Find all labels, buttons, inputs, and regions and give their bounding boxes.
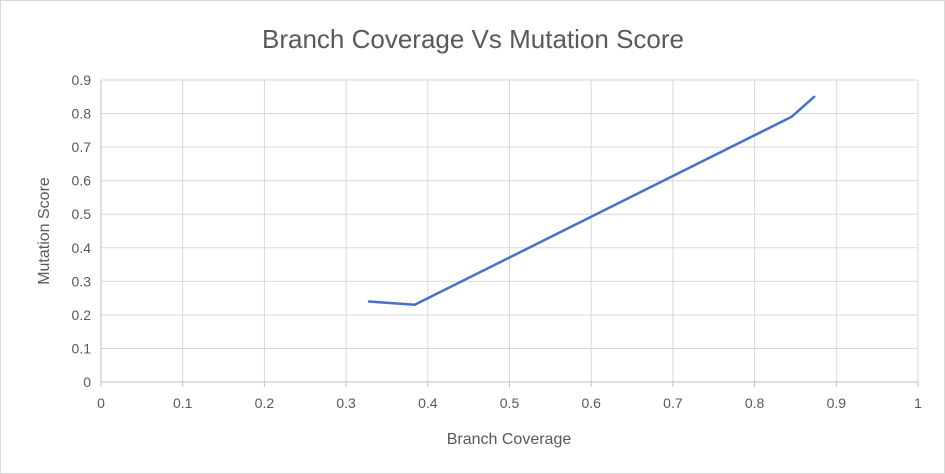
x-tick-label-7: 0.7 <box>663 395 683 411</box>
tick-labels: 0 0.1 0.2 0.3 0.4 0.5 0.6 0.7 0.8 0.9 0 0.1 0.2 0.3 0.… <box>72 72 923 411</box>
x-axis-title: Branch Coverage <box>447 431 572 448</box>
series-line-0 <box>367 95 816 307</box>
y-tick-label-8: 0.8 <box>72 106 92 122</box>
y-tick-label-5: 0.5 <box>72 206 92 222</box>
chart-title: Branch Coverage Vs Mutation Score <box>262 24 684 54</box>
y-tick-label-0: 0 <box>83 374 91 390</box>
gridlines <box>101 79 919 382</box>
x-tick-label-3: 0.3 <box>336 395 356 411</box>
x-tick-label-8: 0.8 <box>745 395 765 411</box>
x-tick-label-6: 0.6 <box>581 395 601 411</box>
y-tick-label-6: 0.6 <box>72 173 92 189</box>
y-tick-label-7: 0.7 <box>72 139 92 155</box>
x-tick-label-4: 0.4 <box>418 395 438 411</box>
x-tick-label-0: 0 <box>97 395 105 411</box>
x-tick-label-9: 0.9 <box>827 395 847 411</box>
y-tick-label-2: 0.2 <box>72 307 92 323</box>
x-tick-label-10: 1 <box>914 395 922 411</box>
y-tick-label-4: 0.4 <box>72 240 92 256</box>
x-tick-label-1: 0.1 <box>173 395 193 411</box>
x-tick-label-5: 0.5 <box>500 395 520 411</box>
series-layer <box>367 95 816 307</box>
y-tick-label-9: 0.9 <box>72 72 92 88</box>
axes <box>100 80 919 387</box>
y-tick-label-1: 0.1 <box>72 340 92 356</box>
y-axis-title: Mutation Score <box>36 177 53 285</box>
x-tick-label-2: 0.2 <box>255 395 275 411</box>
y-tick-label-3: 0.3 <box>72 273 92 289</box>
